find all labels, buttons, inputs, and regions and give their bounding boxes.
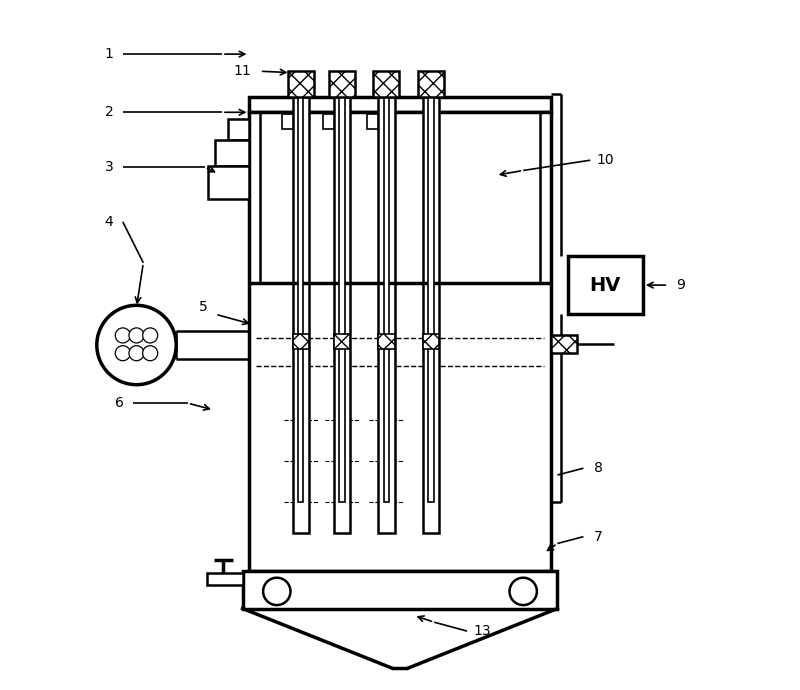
Bar (550, 335, 577, 353)
Text: 11: 11 (234, 64, 251, 78)
Bar (339, 97, 345, 502)
Circle shape (129, 346, 144, 361)
Bar (215, 139, 250, 166)
Text: 9: 9 (676, 278, 685, 292)
Circle shape (129, 328, 144, 343)
Circle shape (115, 328, 130, 343)
Text: 4: 4 (105, 215, 114, 229)
Circle shape (142, 328, 158, 343)
Bar (207, 573, 242, 585)
Text: 1: 1 (105, 47, 114, 61)
Bar (208, 166, 250, 199)
Bar (298, 97, 303, 502)
Bar (288, 71, 314, 97)
Bar (250, 97, 550, 112)
Circle shape (510, 578, 537, 605)
Bar (383, 97, 389, 502)
Bar (334, 334, 350, 349)
Bar (428, 97, 434, 502)
Circle shape (115, 346, 130, 361)
Text: 6: 6 (115, 396, 124, 410)
Bar (329, 71, 355, 97)
Text: 10: 10 (597, 153, 614, 167)
Text: HV: HV (590, 275, 621, 295)
Text: 8: 8 (594, 461, 603, 475)
Bar (374, 71, 399, 97)
Bar (322, 115, 334, 130)
Bar (242, 571, 558, 609)
Bar (250, 112, 550, 571)
Text: 13: 13 (474, 624, 491, 638)
Text: 5: 5 (198, 300, 207, 315)
Circle shape (142, 346, 158, 361)
Circle shape (97, 305, 176, 385)
Bar (568, 256, 643, 314)
Bar (378, 97, 394, 533)
Bar (367, 115, 378, 130)
Bar (293, 334, 309, 349)
Bar (378, 334, 394, 349)
Bar (282, 115, 293, 130)
Bar (422, 334, 439, 349)
Bar (293, 97, 309, 533)
Text: 3: 3 (105, 160, 114, 174)
Bar (260, 112, 540, 284)
Circle shape (263, 578, 290, 605)
Bar (227, 119, 250, 139)
Bar (334, 97, 350, 533)
Bar (422, 97, 439, 533)
Text: 7: 7 (594, 530, 603, 544)
Text: 2: 2 (105, 106, 114, 119)
Bar (418, 71, 444, 97)
